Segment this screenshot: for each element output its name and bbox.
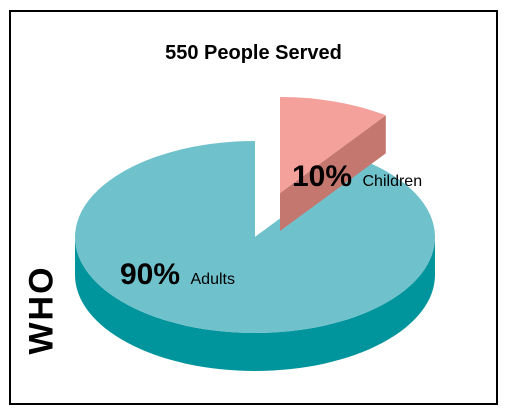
- children-percent: 10%: [292, 160, 352, 193]
- adults-percent: 90%: [120, 258, 180, 291]
- adults-name: Adults: [191, 271, 235, 288]
- pie-slice-children-side: [280, 115, 386, 231]
- pie-slice-adults: [75, 141, 436, 371]
- children-name: Children: [363, 173, 423, 190]
- slice-label-children: 10% Children: [292, 160, 422, 193]
- pie-slice-adults-top: [75, 141, 436, 333]
- slice-label-adults: 90% Adults: [120, 258, 235, 291]
- chart-title: 550 People Served: [165, 42, 342, 64]
- pie-slice-children-top: [280, 97, 386, 193]
- pie-slice-children: [280, 97, 386, 231]
